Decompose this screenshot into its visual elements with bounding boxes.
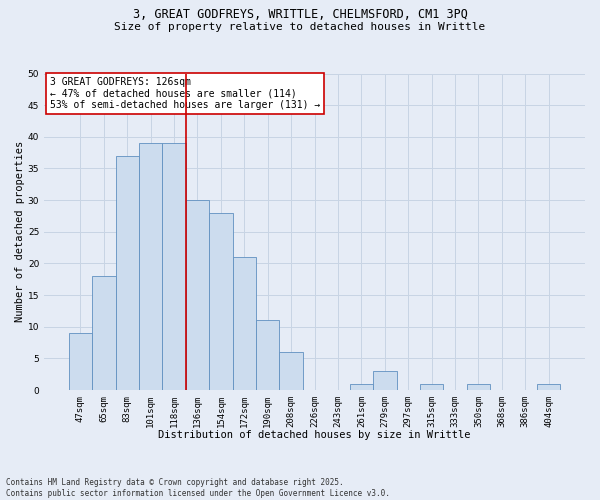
Bar <box>116 156 139 390</box>
X-axis label: Distribution of detached houses by size in Writtle: Distribution of detached houses by size … <box>158 430 471 440</box>
Bar <box>139 143 163 390</box>
Bar <box>233 257 256 390</box>
Bar <box>280 352 303 390</box>
Bar <box>256 320 280 390</box>
Bar <box>186 200 209 390</box>
Text: Size of property relative to detached houses in Writtle: Size of property relative to detached ho… <box>115 22 485 32</box>
Bar <box>467 384 490 390</box>
Bar <box>69 333 92 390</box>
Text: 3, GREAT GODFREYS, WRITTLE, CHELMSFORD, CM1 3PQ: 3, GREAT GODFREYS, WRITTLE, CHELMSFORD, … <box>133 8 467 20</box>
Bar <box>537 384 560 390</box>
Bar <box>350 384 373 390</box>
Bar <box>420 384 443 390</box>
Bar <box>163 143 186 390</box>
Text: 3 GREAT GODFREYS: 126sqm
← 47% of detached houses are smaller (114)
53% of semi-: 3 GREAT GODFREYS: 126sqm ← 47% of detach… <box>50 76 320 110</box>
Bar <box>92 276 116 390</box>
Y-axis label: Number of detached properties: Number of detached properties <box>15 141 25 322</box>
Text: Contains HM Land Registry data © Crown copyright and database right 2025.
Contai: Contains HM Land Registry data © Crown c… <box>6 478 390 498</box>
Bar <box>373 371 397 390</box>
Bar <box>209 213 233 390</box>
